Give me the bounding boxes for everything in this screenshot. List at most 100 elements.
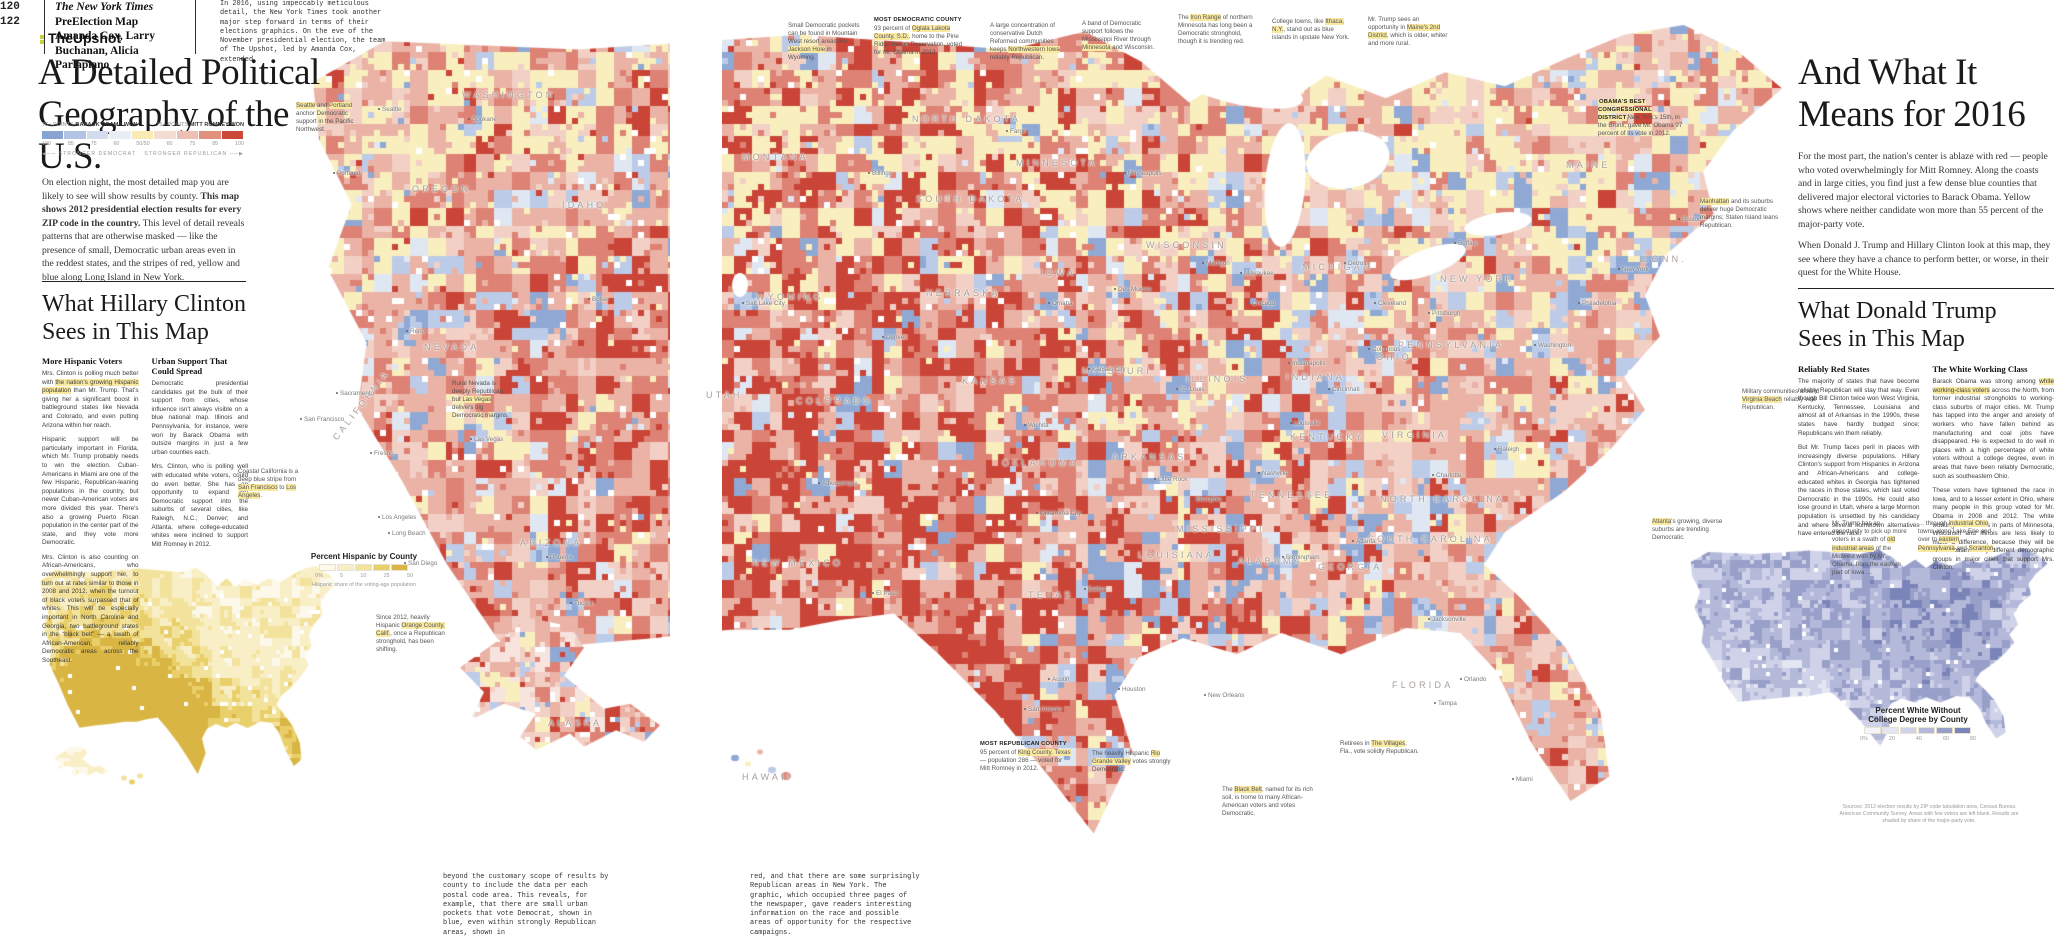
inset-legend-swatch: [355, 564, 372, 571]
inset-legend-swatch: [1882, 727, 1899, 734]
state-label: NEVADA: [424, 342, 480, 352]
state-label: MICHIGAN: [1302, 262, 1373, 272]
map-annotation: Seattle and Portland anchor Democratic s…: [296, 102, 354, 133]
footer-divider: [195, 0, 196, 54]
state-label: MISSISSIPPI: [1176, 524, 1265, 534]
state-label: INDIANA: [1286, 372, 1345, 382]
city-label: Kansas City: [1088, 366, 1126, 373]
page-number-bottom: 122: [0, 16, 20, 28]
city-label: Salt Lake City: [742, 300, 785, 307]
state-label: KENTUCKY: [1290, 432, 1365, 442]
city-label: Atlanta: [1352, 538, 1376, 545]
state-label: ILLINOIS: [1186, 374, 1249, 384]
city-label: Dallas: [1084, 586, 1106, 593]
city-label: Cleveland: [1374, 300, 1406, 307]
legend-tick: 75: [90, 141, 97, 147]
state-label: CONN.: [1642, 254, 1687, 264]
legend-swatch: [154, 131, 176, 139]
map-west-page-fragment: [290, 22, 670, 792]
text-column: Reliably Red States The majority of state…: [1798, 364, 1920, 579]
city-label: San Antonio: [1024, 706, 1062, 713]
city-label: Las Vegas: [470, 436, 503, 443]
college-inset-title: Percent White Without College Degree by …: [1868, 706, 1968, 724]
section-heading-trump: What Donald Trump Sees in This Map: [1798, 297, 2055, 353]
inset-legend-swatch: [1864, 727, 1881, 734]
column-paragraph: Mrs. Clinton is polling much better with…: [42, 370, 139, 429]
footer-divider: [44, 0, 45, 54]
city-label: New Orleans: [1204, 692, 1244, 699]
state-label: OHIO: [1376, 352, 1412, 362]
legend-ticks: 100 85 75 60 50/50 60 75 85 100: [42, 141, 244, 147]
inset-legend-swatch: [1900, 727, 1917, 734]
page-number-top: 120: [0, 1, 20, 13]
hispanic-inset-legend: Percent Hispanic by County 0% 5 10 25 50 His…: [300, 552, 428, 588]
inset-legend-tick: 10: [360, 573, 367, 579]
city-label: El Paso: [872, 590, 898, 597]
map-annotation: Coastal California is a deep blue stripe…: [238, 468, 299, 499]
legend-obama-label: 75+ POINTS BARACK OBAMA WON: [42, 122, 138, 128]
right-page-callout: … through industrial Ohio towns along La…: [1918, 520, 1996, 552]
credit-line: PreElection Map: [55, 15, 139, 28]
page-title-right-line1: And What It: [1798, 52, 1977, 93]
credits-block: The New York Times PreElection Map Amanda …: [55, 0, 185, 73]
state-label: IOWA: [1040, 268, 1077, 278]
state-label: WISCONSIN: [1146, 240, 1227, 250]
city-label: San Diego: [404, 560, 437, 567]
state-label: MAINE: [1566, 160, 1611, 170]
legend-swatch: [64, 131, 86, 139]
text-column: More Hispanic Voters Mrs. Clinton is poll…: [42, 356, 139, 672]
hispanic-inset-title: Percent Hispanic by County: [310, 552, 418, 561]
city-label: St. Louis: [1176, 386, 1205, 393]
map-annotation: Retirees in The Villages, Fla., vote sol…: [1340, 740, 1419, 755]
inset-legend-swatch: [1954, 727, 1971, 734]
hispanic-inset-ticks: 0% 5 10 25 50: [315, 573, 413, 579]
city-label: Albuquerque: [818, 480, 858, 487]
city-label: Chicago: [1248, 300, 1275, 307]
section-heading-clinton: What Hillary Clinton Sees in This Map: [42, 290, 262, 346]
text-column: Urban Support That Could Spread Democrati…: [152, 356, 249, 672]
map-annotation: Military communities around Virginia Bea…: [1742, 388, 1820, 411]
page-title-left-line2: Geography of the U.S.: [38, 94, 289, 177]
map-annotation: Since 2012, heavily Hispanic Orange Coun…: [376, 614, 445, 653]
city-label: Billings: [868, 170, 892, 177]
state-label: TEXAS: [1028, 590, 1074, 600]
trump-heading-line1: What Donald Trump: [1798, 298, 1997, 324]
map-annotation: MOST DEMOCRATIC COUNTY 93 percent of Ogla…: [874, 16, 970, 57]
trump-heading-line2: Sees in This Map: [1798, 326, 1965, 352]
upshot-logo-text: TheUpshot: [48, 30, 122, 46]
legend-tick: 85: [212, 141, 219, 147]
college-inset-ticks: 0% 20 40 60 80: [1860, 736, 1976, 742]
city-label: Oklahoma City: [1036, 510, 1081, 517]
inset-legend-tick: 40: [1915, 736, 1922, 742]
credit-line: Amanda Cox, Larry: [55, 30, 155, 42]
page-title-right: And What It Means for 2016: [1798, 52, 2055, 136]
map-annotation: Mr. Trump sees an opportunity in Maine's…: [1368, 16, 1448, 47]
city-label: Indianapolis: [1288, 360, 1326, 367]
city-label: Des Moines: [1114, 286, 1151, 293]
map-annotation: Rural Nevada is deeply Republican, but L…: [452, 380, 509, 419]
map-annotation: MOST REPUBLICAN COUNTY 95 percent of King…: [980, 741, 1071, 772]
state-label: WASHINGTON: [462, 90, 556, 100]
column-header: The White Working Class: [1932, 364, 2028, 374]
inset-legend-swatch: [1918, 727, 1935, 734]
city-label: Columbus: [1368, 346, 1400, 353]
state-label: NORTH CAROLINA: [1380, 494, 1506, 504]
map-annotation: Atlanta's growing, diverse suburbs are t…: [1652, 518, 1723, 541]
legend-swatch: [199, 131, 221, 139]
college-inset-legend: Percent White Without College Degree by …: [1838, 706, 1998, 742]
city-label: Boston: [1678, 216, 1702, 223]
city-label: Madison: [1202, 260, 1230, 267]
state-label: NEW YORK: [1440, 274, 1515, 284]
legend-tick: 75: [189, 141, 196, 147]
state-label: CALIFORNIA: [330, 368, 392, 442]
page-title-left-line1: A Detailed Political: [38, 52, 320, 93]
city-label: Tucson: [570, 600, 594, 607]
annotation-title: OBAMA'S BEST CONGRESSIONAL DISTRICT: [1598, 99, 1652, 121]
inset-legend-tick: 20: [1888, 736, 1895, 742]
state-label: OREGON: [412, 184, 472, 194]
upshot-logo-mark: [40, 34, 45, 44]
legend-tick: 100: [235, 141, 244, 147]
city-label: Portland: [333, 170, 360, 177]
state-label: TENNESSEE: [1250, 490, 1334, 500]
